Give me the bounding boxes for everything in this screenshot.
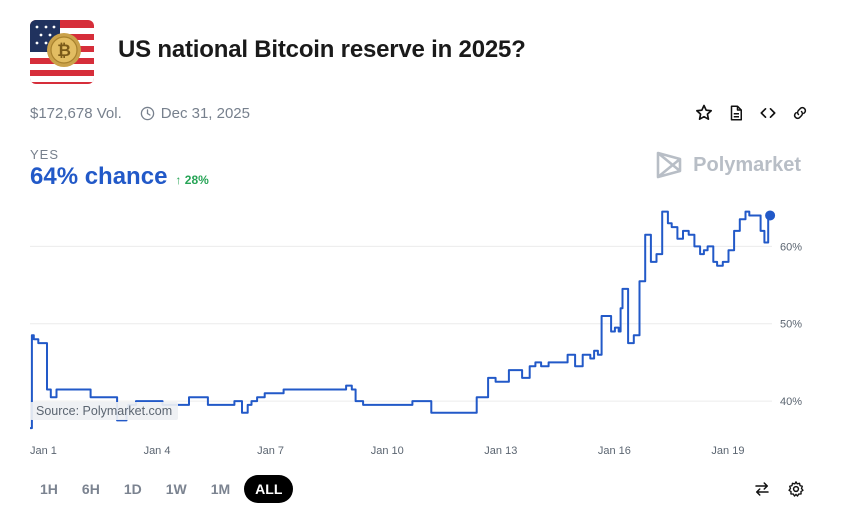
- code-icon: [760, 108, 776, 118]
- chance-delta: ↑ 28%: [175, 173, 208, 187]
- bookmark-button[interactable]: [693, 102, 715, 124]
- x-tick-label: Jan 4: [144, 445, 171, 457]
- document-icon: [730, 105, 742, 121]
- star-icon: [696, 104, 712, 120]
- brand-name: Polymarket: [693, 153, 801, 176]
- y-tick-label: 50%: [780, 319, 802, 331]
- range-button-1h[interactable]: 1H: [40, 481, 58, 497]
- range-button-1d[interactable]: 1D: [123, 481, 142, 497]
- chance-delta-text: 28%: [184, 173, 209, 187]
- x-tick-label: Jan 10: [371, 445, 404, 457]
- outcome-label: YES: [30, 147, 60, 162]
- link-icon: [793, 106, 807, 120]
- time-range-selector: 1H 6H 1D 1W 1M ALL: [30, 475, 294, 503]
- copy-link-button[interactable]: [789, 102, 811, 124]
- chart-settings-button[interactable]: [785, 478, 807, 500]
- svg-text:₿: ₿: [57, 41, 71, 61]
- chart-grid: [30, 245, 772, 402]
- y-tick-label: 60%: [780, 241, 802, 253]
- range-button-all[interactable]: ALL: [244, 475, 294, 503]
- gear-icon: [788, 481, 804, 497]
- arrow-up-icon: ↑: [175, 173, 182, 187]
- bitcoin-flag-thumbnail-icon: ₿: [30, 20, 94, 84]
- polymarket-logo-icon: [656, 151, 682, 179]
- chart-controls: [751, 478, 807, 500]
- embed-button[interactable]: [757, 102, 779, 124]
- x-tick-label: Jan 13: [484, 445, 517, 457]
- outcome-chance: 64% chance ↑ 28%: [30, 163, 209, 191]
- market-actions: [693, 102, 811, 124]
- end-date-text: Dec 31, 2025: [160, 105, 250, 122]
- market-thumbnail: ₿: [30, 20, 94, 84]
- x-tick-label: Jan 16: [598, 445, 631, 457]
- x-tick-label: Jan 1: [30, 445, 57, 457]
- brand-watermark: Polymarket: [655, 150, 801, 180]
- clock-icon: [140, 106, 155, 121]
- x-axis-labels: Jan 1 Jan 4 Jan 7 Jan 10 Jan 13 Jan 16 Jan 19: [30, 445, 744, 457]
- swap-icon: [755, 482, 769, 496]
- x-tick-label: Jan 19: [711, 445, 744, 457]
- current-value-dot: [765, 210, 776, 221]
- range-button-6h[interactable]: 6H: [81, 481, 100, 497]
- volume-text: $172,678 Vol.: [30, 105, 122, 122]
- source-label: Source: Polymarket.com: [30, 402, 179, 420]
- rules-button[interactable]: [725, 102, 747, 124]
- y-tick-label: 40%: [780, 396, 802, 408]
- end-date: Dec 31, 2025: [140, 105, 250, 122]
- series-line-yes: [30, 210, 770, 430]
- market-title: US national Bitcoin reserve in 2025?: [118, 36, 526, 63]
- x-tick-label: Jan 7: [257, 445, 284, 457]
- chance-text: 64% chance: [30, 163, 168, 190]
- range-button-1w[interactable]: 1W: [165, 481, 187, 497]
- swap-outcome-button[interactable]: [751, 478, 773, 500]
- range-button-1m[interactable]: 1M: [210, 481, 231, 497]
- y-axis-labels: 40% 50% 60%: [780, 241, 802, 408]
- market-meta: $172,678 Vol. Dec 31, 2025: [30, 105, 250, 122]
